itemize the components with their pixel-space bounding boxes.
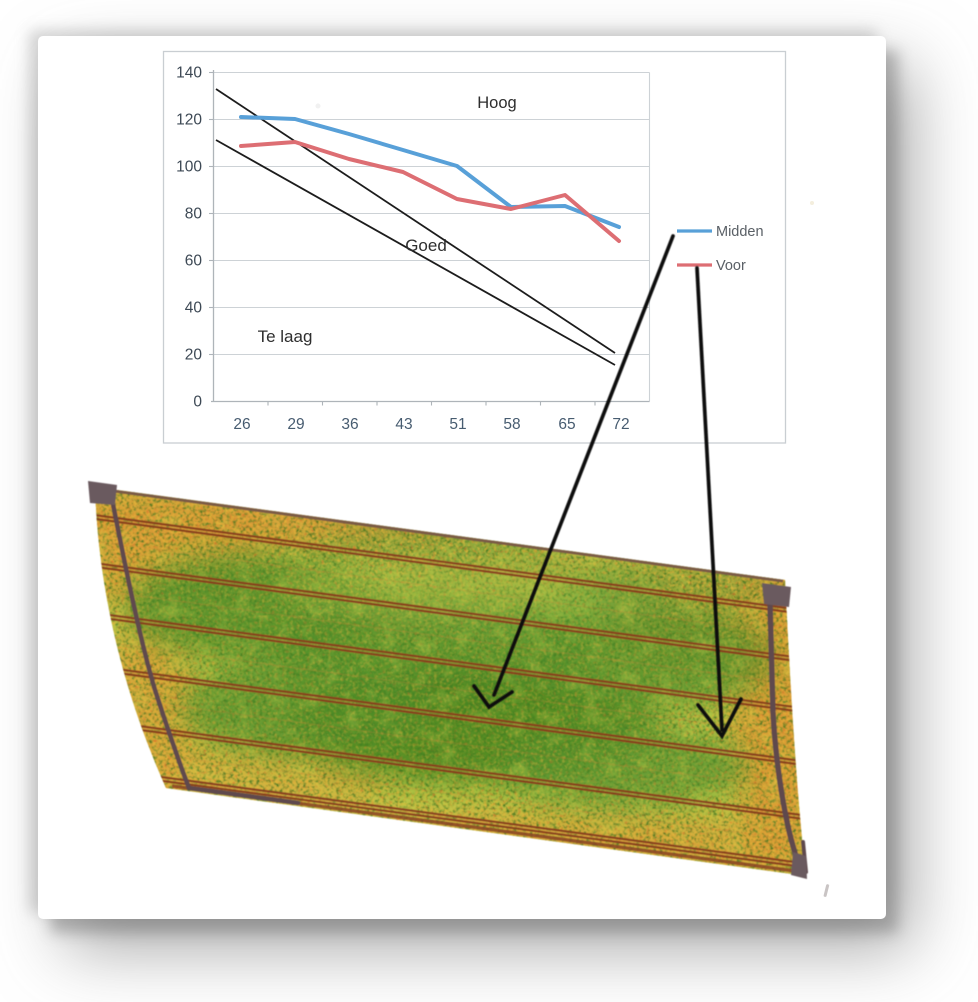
svg-text:60: 60 xyxy=(185,253,203,270)
svg-text:Voor: Voor xyxy=(716,258,746,274)
svg-text:120: 120 xyxy=(176,112,202,129)
svg-text:Te laag: Te laag xyxy=(258,327,313,346)
svg-text:40: 40 xyxy=(185,300,203,317)
svg-text:36: 36 xyxy=(341,416,358,433)
svg-text:26: 26 xyxy=(233,416,250,433)
svg-text:80: 80 xyxy=(185,206,203,223)
svg-text:Hoog: Hoog xyxy=(477,94,516,112)
svg-text:65: 65 xyxy=(558,416,575,433)
svg-text:140: 140 xyxy=(176,65,202,82)
svg-text:29: 29 xyxy=(287,416,304,433)
svg-text:43: 43 xyxy=(395,416,412,433)
svg-text:100: 100 xyxy=(176,159,202,176)
svg-text:Goed: Goed xyxy=(405,236,447,255)
svg-text:51: 51 xyxy=(449,416,466,433)
svg-text:20: 20 xyxy=(185,347,203,364)
svg-text:72: 72 xyxy=(612,416,629,433)
svg-text:58: 58 xyxy=(503,416,520,433)
svg-text:0: 0 xyxy=(193,394,202,411)
svg-text:Midden: Midden xyxy=(716,224,764,240)
